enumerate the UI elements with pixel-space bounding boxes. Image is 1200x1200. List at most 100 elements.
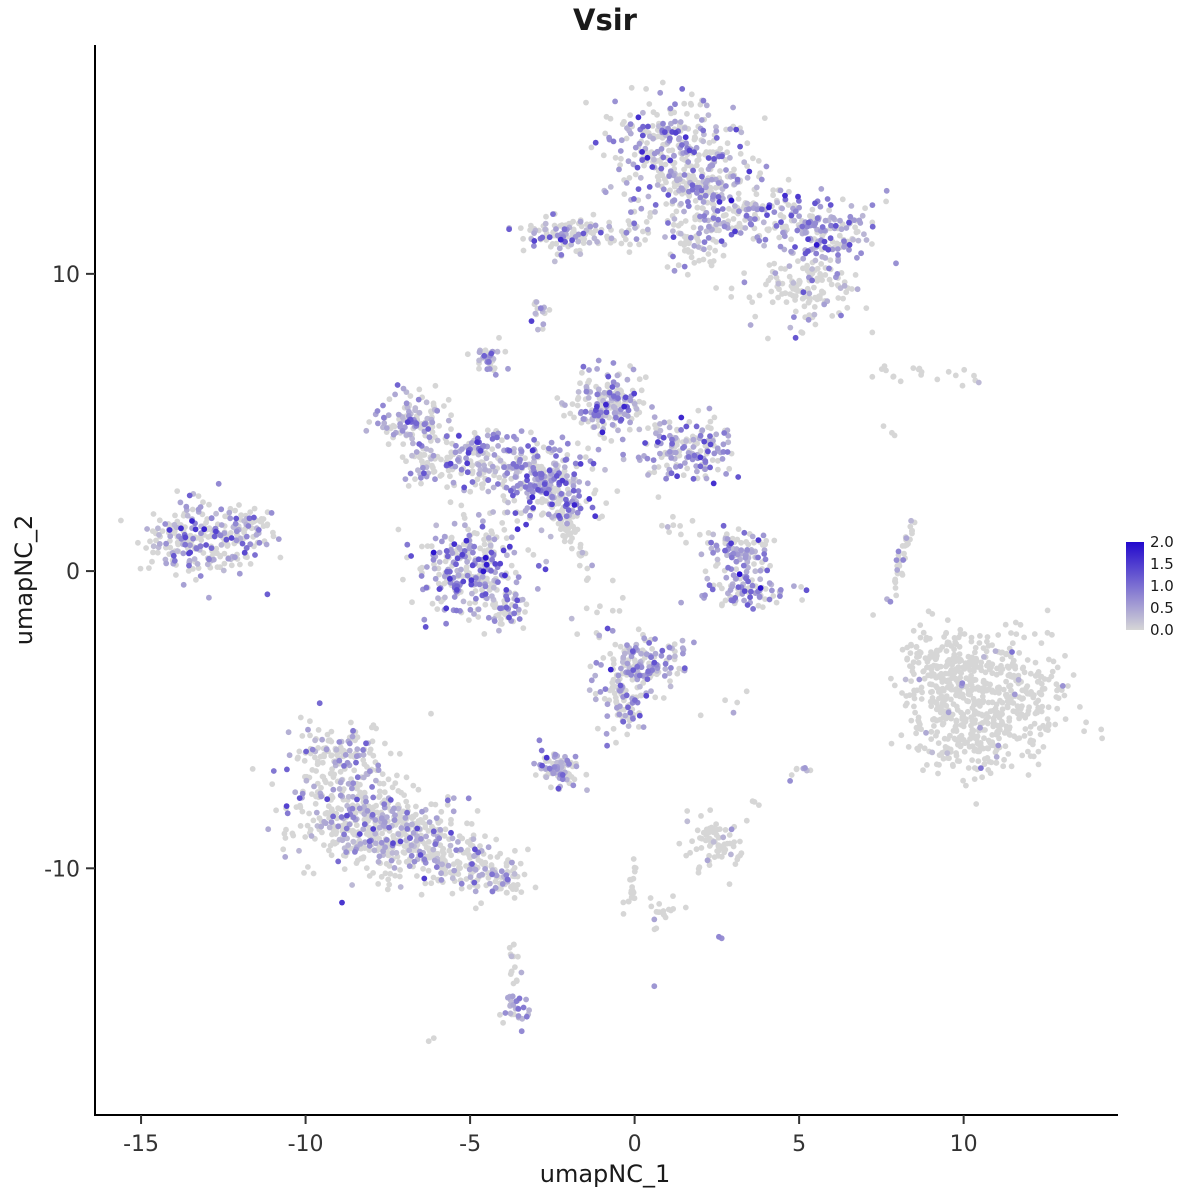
data-point (232, 507, 239, 514)
data-point (233, 537, 240, 544)
data-point (509, 993, 516, 1000)
data-point (690, 475, 697, 482)
data-point (580, 240, 587, 247)
data-point (251, 505, 258, 512)
data-point (392, 812, 398, 818)
data-point (464, 558, 470, 565)
data-point (763, 281, 769, 288)
data-point (767, 562, 773, 569)
data-point (540, 321, 547, 328)
data-point (481, 631, 488, 637)
data-point (652, 694, 659, 701)
data-point (915, 659, 922, 666)
data-point (684, 271, 691, 278)
data-point (433, 864, 440, 870)
data-point (827, 235, 834, 242)
data-point (743, 568, 750, 575)
data-point (495, 481, 501, 487)
data-point (479, 587, 485, 593)
data-point (1003, 678, 1009, 685)
data-point (349, 827, 356, 834)
data-point (382, 740, 388, 747)
data-point (489, 463, 496, 470)
data-point (907, 650, 914, 656)
data-point (617, 688, 623, 694)
data-point (636, 712, 643, 719)
data-point (301, 870, 307, 876)
data-point (779, 224, 786, 231)
data-point (809, 213, 816, 220)
data-point (659, 522, 665, 529)
data-point (841, 238, 847, 245)
data-point (171, 557, 178, 564)
data-point (699, 427, 706, 434)
data-point (449, 890, 456, 897)
data-point (513, 886, 519, 893)
data-point (607, 239, 614, 246)
data-point (555, 785, 562, 792)
data-point (384, 886, 391, 893)
data-point (501, 477, 508, 484)
data-point (601, 695, 608, 702)
data-point (656, 901, 663, 907)
data-point (984, 755, 991, 761)
data-point (895, 548, 902, 555)
data-point (776, 234, 783, 241)
data-point (1000, 763, 1007, 770)
data-point (724, 536, 731, 542)
data-point (684, 465, 691, 472)
data-point (651, 469, 658, 476)
data-point (776, 286, 782, 293)
data-point (822, 217, 829, 224)
data-point (811, 304, 818, 310)
data-point (690, 224, 697, 231)
data-point (566, 761, 572, 767)
data-point (425, 838, 432, 845)
data-point (935, 770, 941, 777)
data-point (783, 299, 790, 305)
data-point (437, 473, 444, 479)
data-point (1015, 706, 1022, 712)
data-point (910, 659, 917, 666)
data-point (376, 793, 383, 799)
data-point (730, 216, 737, 222)
data-point (244, 554, 250, 561)
data-point (616, 711, 623, 718)
data-point (404, 809, 410, 816)
data-point (799, 223, 806, 230)
data-point (353, 860, 360, 866)
data-point (1083, 719, 1089, 726)
data-point (536, 737, 543, 744)
data-point (624, 376, 631, 383)
data-point (583, 99, 589, 106)
data-point (208, 515, 215, 522)
data-point (572, 529, 578, 535)
data-point (556, 447, 563, 454)
data-point (903, 535, 910, 541)
data-point (386, 881, 393, 888)
data-point (902, 702, 909, 709)
data-point (759, 604, 766, 610)
data-point (639, 132, 646, 139)
data-point (901, 550, 907, 557)
data-point (938, 687, 945, 694)
data-point (778, 219, 784, 226)
data-point (742, 554, 749, 561)
data-point (611, 690, 618, 697)
data-point (706, 223, 712, 230)
data-point (813, 250, 820, 257)
data-point (623, 229, 630, 236)
data-point (690, 167, 696, 174)
data-point (638, 387, 645, 394)
data-point (426, 819, 433, 825)
data-point (476, 563, 483, 569)
data-point (449, 550, 456, 556)
data-point (539, 496, 546, 502)
data-point (700, 256, 707, 263)
data-point (1032, 659, 1039, 666)
data-point (424, 543, 431, 549)
data-point (729, 535, 736, 542)
data-point (331, 771, 338, 778)
data-point (753, 191, 760, 198)
data-point (589, 504, 596, 511)
